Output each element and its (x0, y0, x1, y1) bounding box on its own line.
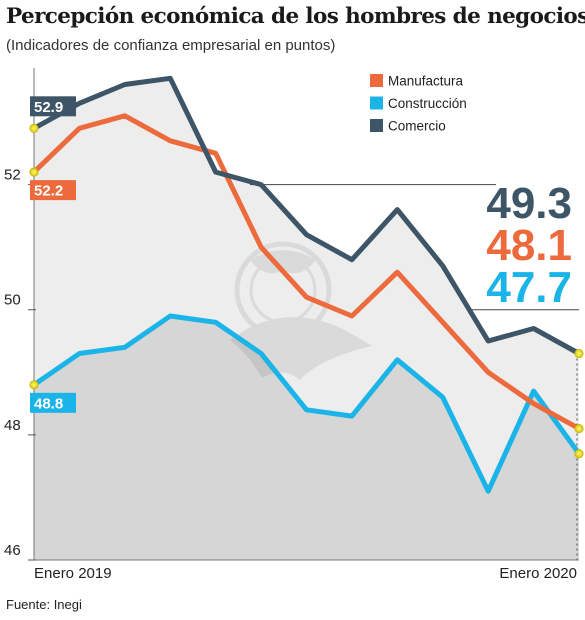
legend-swatch (370, 96, 383, 110)
start-marker (29, 123, 39, 133)
legend: Manufactura Construcción Comercio (370, 74, 467, 134)
start-label-bg (30, 96, 76, 117)
end-marker (574, 449, 584, 459)
series-lines (31, 75, 582, 494)
chart-subtitle: (Indicadores de confianza empresarial en… (6, 37, 336, 54)
legend-label-comercio: Comercio (388, 119, 446, 134)
series-line-comercio (31, 75, 582, 356)
chart-title: Percepción económica de los hombres de n… (6, 4, 585, 29)
y-axis: 46 48 50 52 (4, 68, 579, 561)
start-label-comercio: 52.9 (34, 99, 63, 116)
end-value-construcción: 47.7 (486, 263, 572, 312)
x-tick-label-start: Enero 2019 (34, 565, 112, 582)
x-tick-label-end: Enero 2020 (499, 565, 577, 582)
area-lower (34, 316, 579, 560)
end-marker (574, 424, 584, 434)
legend-swatch (370, 119, 383, 132)
end-marker (574, 349, 584, 359)
start-label-bg (30, 392, 76, 413)
y-tick-label: 46 (4, 542, 21, 559)
legend-label-manufactura: Manufactura (388, 74, 464, 89)
guide-lines (250, 184, 579, 560)
start-label-manufactura: 52.2 (34, 183, 63, 200)
series-line-construcción (31, 313, 582, 494)
x-axis: Enero 2019 Enero 2020 (34, 565, 577, 582)
endpoint-markers (29, 123, 584, 459)
area-fills (34, 78, 579, 561)
start-marker (29, 167, 39, 177)
value-labels: 52.2 48.8 52.9 48.147.7 49.3 (30, 96, 572, 413)
y-tick-label: 50 (4, 292, 21, 309)
start-marker (29, 380, 39, 390)
source-note: Fuente: Inegi (6, 597, 82, 612)
y-tick-label: 52 (4, 167, 21, 184)
series-line-manufactura (31, 113, 582, 432)
legend-swatch (370, 74, 383, 87)
start-label-construcción: 48.8 (34, 395, 63, 412)
end-value-comercio: 49.3 (486, 179, 572, 228)
start-label-bg (30, 180, 76, 201)
legend-label-construcción: Construcción (388, 96, 467, 111)
end-value-manufactura: 48.1 (486, 221, 572, 270)
y-tick-label: 48 (4, 417, 21, 434)
